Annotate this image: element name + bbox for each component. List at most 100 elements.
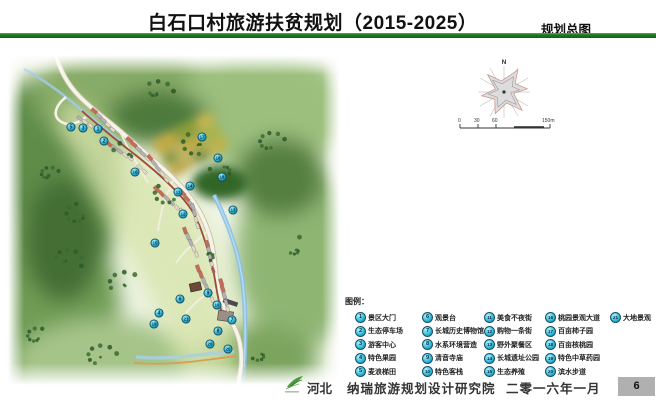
scale-tick-150m: 150m [542, 118, 555, 124]
svg-text:20: 20 [208, 342, 213, 347]
legend-item-label: 桃园景观大道 [558, 314, 600, 322]
svg-text:21: 21 [184, 317, 189, 322]
legend-column: 11 美食不夜街 12 购物一条街 13 野外聚餐区 14 长城遗址公园 15 生态养殖 [484, 312, 539, 380]
legend-marker-icon: 16 [545, 312, 556, 323]
map-marker: 20 [205, 339, 215, 349]
legend-title: 图例： [345, 297, 369, 306]
legend-item-label: 滨水步道 [558, 368, 586, 376]
legend-item: 12 购物一条街 [484, 325, 539, 337]
legend-item-label: 购物一条街 [497, 328, 532, 336]
institute-logo-icon [283, 373, 305, 395]
legend-marker-icon: 18 [545, 339, 556, 351]
map-marker: 17 [197, 132, 207, 142]
legend-item: 4 特色果园 [355, 352, 403, 364]
legend-item-label: 特色中草药园 [558, 355, 600, 363]
svg-text:10: 10 [215, 303, 220, 308]
legend-item-label: 特色果园 [368, 355, 396, 363]
legend-item-label: 美食不夜街 [497, 314, 532, 322]
map-marker: 14 [185, 181, 195, 191]
legend-marker-icon: 21 [610, 312, 621, 323]
svg-text:7: 7 [231, 318, 234, 324]
map-marker: 5 [66, 122, 76, 132]
svg-text:14: 14 [188, 184, 193, 189]
legend-item-label: 大地景观 [623, 314, 651, 322]
legend-marker-icon: 6 [422, 312, 433, 323]
legend-marker-icon: 14 [484, 352, 495, 364]
legend-item: 1 景区大门 [355, 312, 403, 323]
svg-text:5: 5 [70, 125, 73, 131]
map-marker: 1 [93, 124, 103, 134]
legend-item: 19 特色中草药园 [545, 352, 600, 364]
map-marker: 2 [99, 136, 109, 146]
legend-marker-icon: 7 [422, 325, 433, 337]
svg-text:20: 20 [226, 347, 231, 352]
scale-tick-60: 60 [492, 118, 498, 124]
scale-tick-30: 30 [474, 118, 480, 124]
valley-area [58, 95, 238, 385]
map-marker: 6 [175, 294, 185, 304]
svg-text:8: 8 [217, 329, 220, 335]
legend-item: 10 特色客栈 [422, 366, 484, 378]
svg-text:15: 15 [153, 241, 158, 246]
legend-item: 6 观景台 [422, 312, 484, 323]
compass-and-scale: N 0 30 60 150m [452, 56, 564, 136]
map-marker: 20 [223, 344, 233, 354]
legend-item: 3 游客中心 [355, 339, 403, 351]
legend-item: 20 滨水步道 [545, 366, 600, 378]
svg-text:1: 1 [97, 127, 100, 133]
legend-item: 14 长城遗址公园 [484, 352, 539, 364]
legend-item: 7 长城历史博物馆 [422, 325, 484, 337]
header-divider [0, 33, 656, 38]
legend-item-label: 百亩柿子园 [558, 328, 593, 336]
legend-item: 5 麦浪梯田 [355, 366, 403, 378]
legend-marker-icon: 11 [484, 312, 495, 323]
legend-marker-icon: 17 [545, 325, 556, 337]
map-marker: 18 [213, 153, 223, 163]
scale-bar: 0 30 60 150m [458, 118, 555, 129]
svg-text:16: 16 [133, 170, 138, 175]
map-marker: 16 [130, 167, 140, 177]
legend-marker-icon: 5 [355, 366, 366, 378]
svg-text:2: 2 [103, 139, 106, 145]
legend-marker-icon: 13 [484, 339, 495, 351]
scale-tick-0: 0 [458, 118, 461, 124]
svg-text:9: 9 [207, 291, 210, 297]
legend-item-label: 景区大门 [368, 314, 396, 322]
svg-text:19: 19 [152, 322, 157, 327]
legend-item-label: 游客中心 [368, 341, 396, 349]
orchard-patch [192, 166, 248, 200]
legend-item-label: 生态养殖 [497, 368, 525, 376]
map-marker: 18 [217, 172, 227, 182]
legend-column: 6 观景台 7 长城历史博物馆 8 水系环境营造 9 清音寺庙 10 特色客栈 [422, 312, 484, 380]
svg-text:4: 4 [158, 311, 161, 317]
legend-item-label: 清音寺庙 [435, 355, 463, 363]
legend-item: 16 桃园景观大道 [545, 312, 600, 323]
legend-item-label: 生态停车场 [368, 328, 403, 336]
map-marker: 8 [213, 326, 223, 336]
legend-column: 1 景区大门 2 生态停车场 3 游客中心 4 特色果园 5 麦浪梯田 [355, 312, 403, 380]
legend-marker-icon: 15 [484, 366, 495, 378]
legend-item: 9 清音寺庙 [422, 352, 484, 364]
page-number: 6 [618, 377, 655, 396]
legend-item-label: 观景台 [435, 314, 456, 322]
legend-marker-icon: 1 [355, 312, 366, 323]
legend-item: 8 水系环境营造 [422, 339, 484, 351]
map-marker: 11 [173, 187, 183, 197]
legend-marker-icon: 2 [355, 325, 366, 337]
legend-marker-icon: 20 [545, 366, 556, 378]
legend-item-label: 麦浪梯田 [368, 368, 396, 376]
legend-item-label: 野外聚餐区 [497, 341, 532, 349]
map-edge-fade [8, 55, 340, 385]
legend-item: 15 生态养殖 [484, 366, 539, 378]
map-marker: 19 [149, 319, 159, 329]
legend-item: 21 大地景观 [610, 312, 651, 323]
legend-item: 2 生态停车场 [355, 325, 403, 337]
map-marker: 12 [178, 209, 188, 219]
footer-date: 二零一六年一月 [506, 382, 601, 396]
legend-item: 13 野外聚餐区 [484, 339, 539, 351]
legend-item-label: 百亩核桃园 [558, 341, 593, 349]
footer-region: 河北 [307, 382, 333, 396]
legend-marker-icon: 4 [355, 352, 366, 364]
svg-text:18: 18 [220, 175, 225, 180]
